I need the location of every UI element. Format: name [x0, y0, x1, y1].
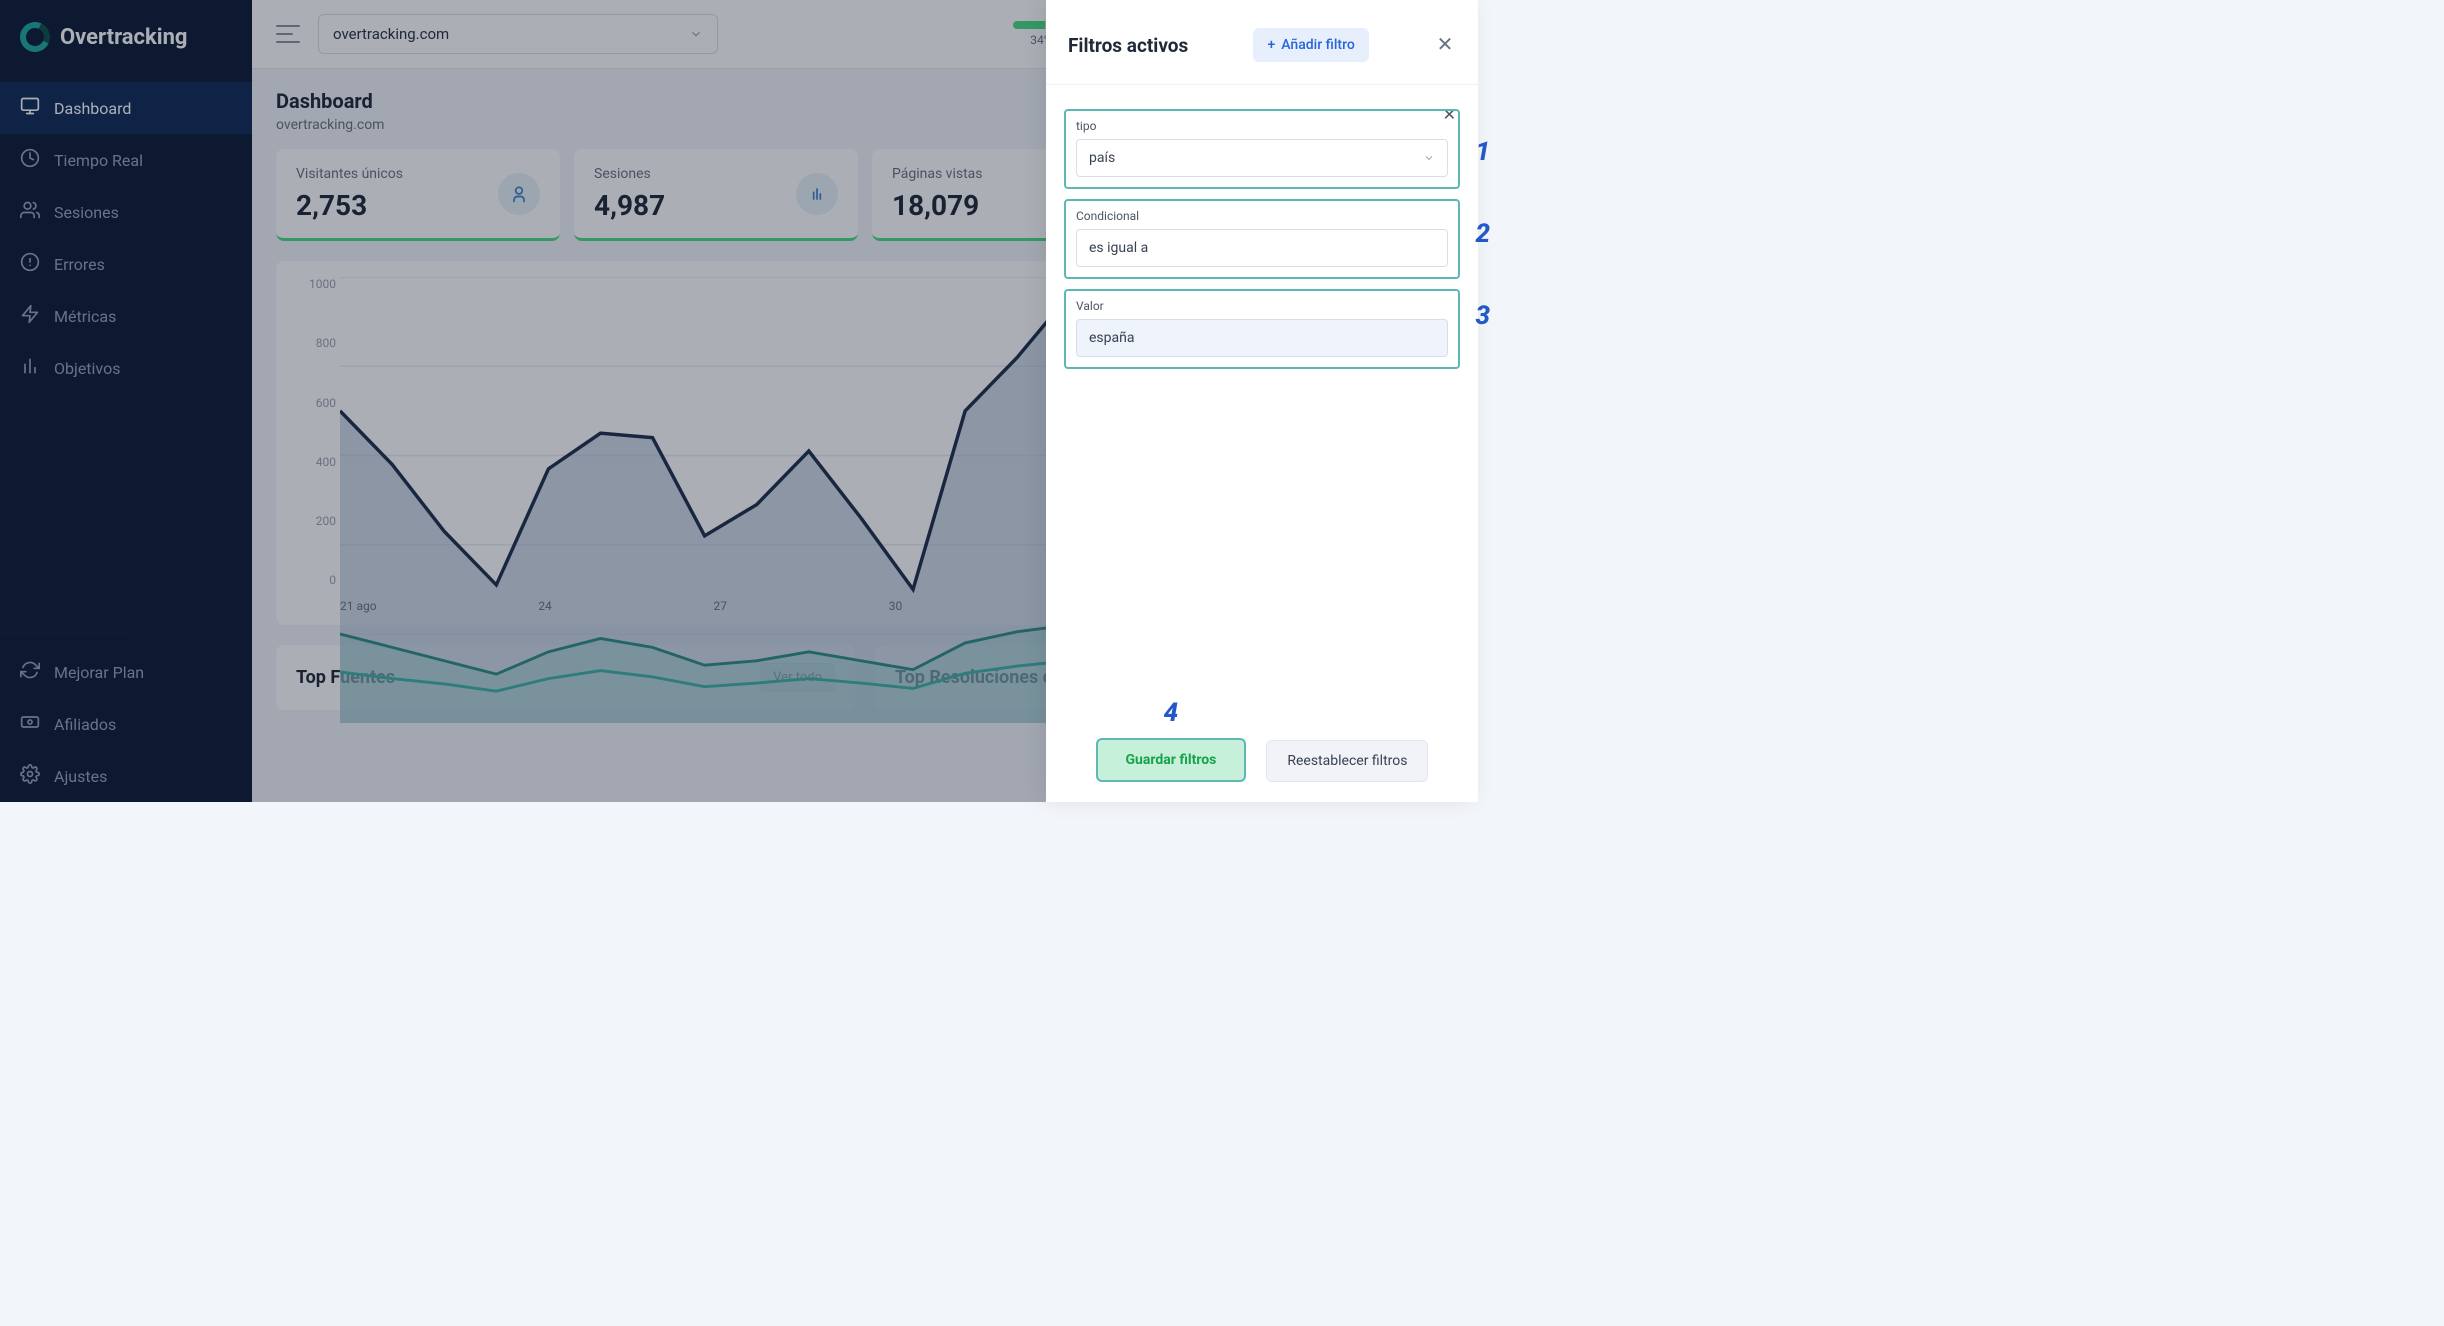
filter-panel: Filtros activos + Añadir filtro ✕ ✕ tipo… [1046, 0, 1478, 802]
filter-field-type: tipo país [1064, 109, 1460, 189]
chevron-down-icon [1423, 152, 1435, 164]
filter-type-value: país [1089, 150, 1115, 166]
filter-panel-title: Filtros activos [1068, 34, 1188, 57]
reset-filters-button[interactable]: Reestablecer filtros [1266, 740, 1428, 782]
annotation-2: 2 [1475, 219, 1490, 249]
filter-label: Valor [1076, 299, 1448, 313]
filter-label: tipo [1076, 119, 1448, 133]
annotation-1: 1 [1475, 137, 1490, 167]
filter-condition-input[interactable] [1076, 229, 1448, 267]
annotation-3: 3 [1475, 301, 1490, 331]
filter-label: Condicional [1076, 209, 1448, 223]
save-filters-button[interactable]: Guardar filtros [1096, 738, 1247, 782]
filter-panel-footer: 4 Guardar filtros Reestablecer filtros [1046, 718, 1478, 802]
annotation-4: 4 [1164, 698, 1179, 728]
add-filter-label: Añadir filtro [1281, 37, 1355, 53]
filter-type-select[interactable]: país [1076, 139, 1448, 177]
filter-value-input[interactable] [1076, 319, 1448, 357]
add-filter-button[interactable]: + Añadir filtro [1253, 28, 1368, 62]
filter-panel-header: Filtros activos + Añadir filtro ✕ [1046, 0, 1478, 85]
filter-field-condition: Condicional [1064, 199, 1460, 279]
filter-field-value: Valor [1064, 289, 1460, 369]
plus-icon: + [1267, 37, 1275, 53]
close-icon[interactable]: ✕ [1434, 34, 1456, 56]
filter-block: ✕ tipo país 1 Condicional 2 Valor 3 [1064, 109, 1460, 379]
